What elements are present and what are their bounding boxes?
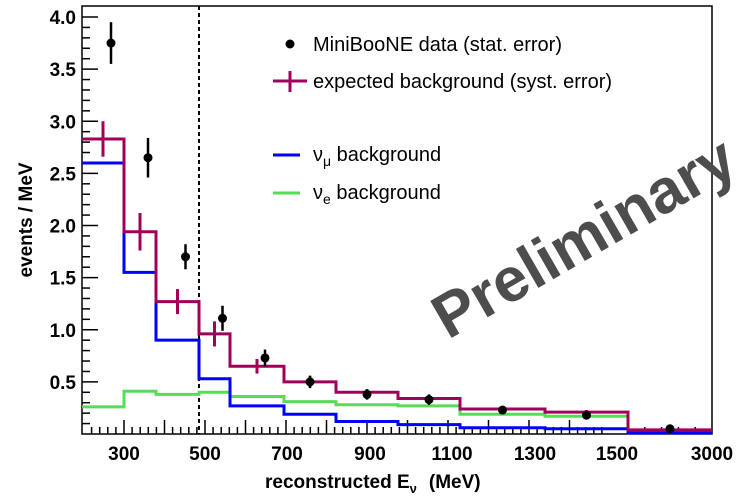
y-tick-label: 1.5 xyxy=(50,269,77,290)
numu-background-histogram xyxy=(82,161,712,435)
y-axis-ticks: 0.5 1.0 1.5 2.0 2.5 3.0 3.5 4.0 xyxy=(50,8,98,425)
legend-label-numu: νμ background xyxy=(313,144,441,169)
x-axis-title: reconstructed Eν (MeV) xyxy=(265,472,481,496)
expected-background-histogram xyxy=(82,121,712,432)
preliminary-watermark: Preliminary xyxy=(421,123,741,352)
nue-background-histogram xyxy=(82,389,712,433)
y-tick-label: 3.0 xyxy=(50,112,76,133)
legend-label-data: MiniBooNE data (stat. error) xyxy=(313,34,562,56)
legend: MiniBooNE data (stat. error) expected ba… xyxy=(273,34,612,207)
data-point xyxy=(305,377,315,387)
y-tick-label: 1.0 xyxy=(50,321,76,342)
x-tick-label: 1300 xyxy=(514,444,556,465)
data-point xyxy=(362,389,372,399)
legend-marker-background xyxy=(273,71,307,92)
data-point xyxy=(665,424,675,434)
x-tick-label: 3000 xyxy=(691,444,733,465)
nue-background-line xyxy=(82,389,712,433)
x-tick-label: 1500 xyxy=(596,444,638,465)
legend-marker-data xyxy=(285,39,295,49)
x-tick-label: 1100 xyxy=(431,444,472,465)
x-tick-label: 700 xyxy=(271,444,303,465)
data-point xyxy=(424,395,434,405)
y-tick-label: 0.5 xyxy=(50,373,77,394)
x-tick-label: 900 xyxy=(354,444,386,465)
data-point xyxy=(181,252,190,262)
y-tick-label: 4.0 xyxy=(50,8,76,29)
numu-background-line xyxy=(82,161,712,435)
data-point xyxy=(106,38,116,48)
y-tick-label: 3.5 xyxy=(50,60,77,81)
data-point xyxy=(218,313,227,323)
x-tick-label: 500 xyxy=(189,444,221,465)
y-tick-label: 2.5 xyxy=(50,164,77,185)
y-tick-label: 2.0 xyxy=(50,217,76,238)
data-point xyxy=(582,410,591,420)
x-axis-ticks: 300 500 700 900 1100 1300 1500 3000 xyxy=(90,420,733,465)
legend-label-nue: νe background xyxy=(313,182,441,207)
x-tick-label: 300 xyxy=(108,444,140,465)
data-point xyxy=(260,353,270,363)
legend-label-background: expected background (syst. error) xyxy=(313,71,612,93)
y-axis-title: events / MeV xyxy=(16,162,37,277)
plot-frame xyxy=(81,5,713,435)
data-points xyxy=(106,22,675,434)
data-point xyxy=(143,153,153,163)
data-point xyxy=(498,405,507,415)
